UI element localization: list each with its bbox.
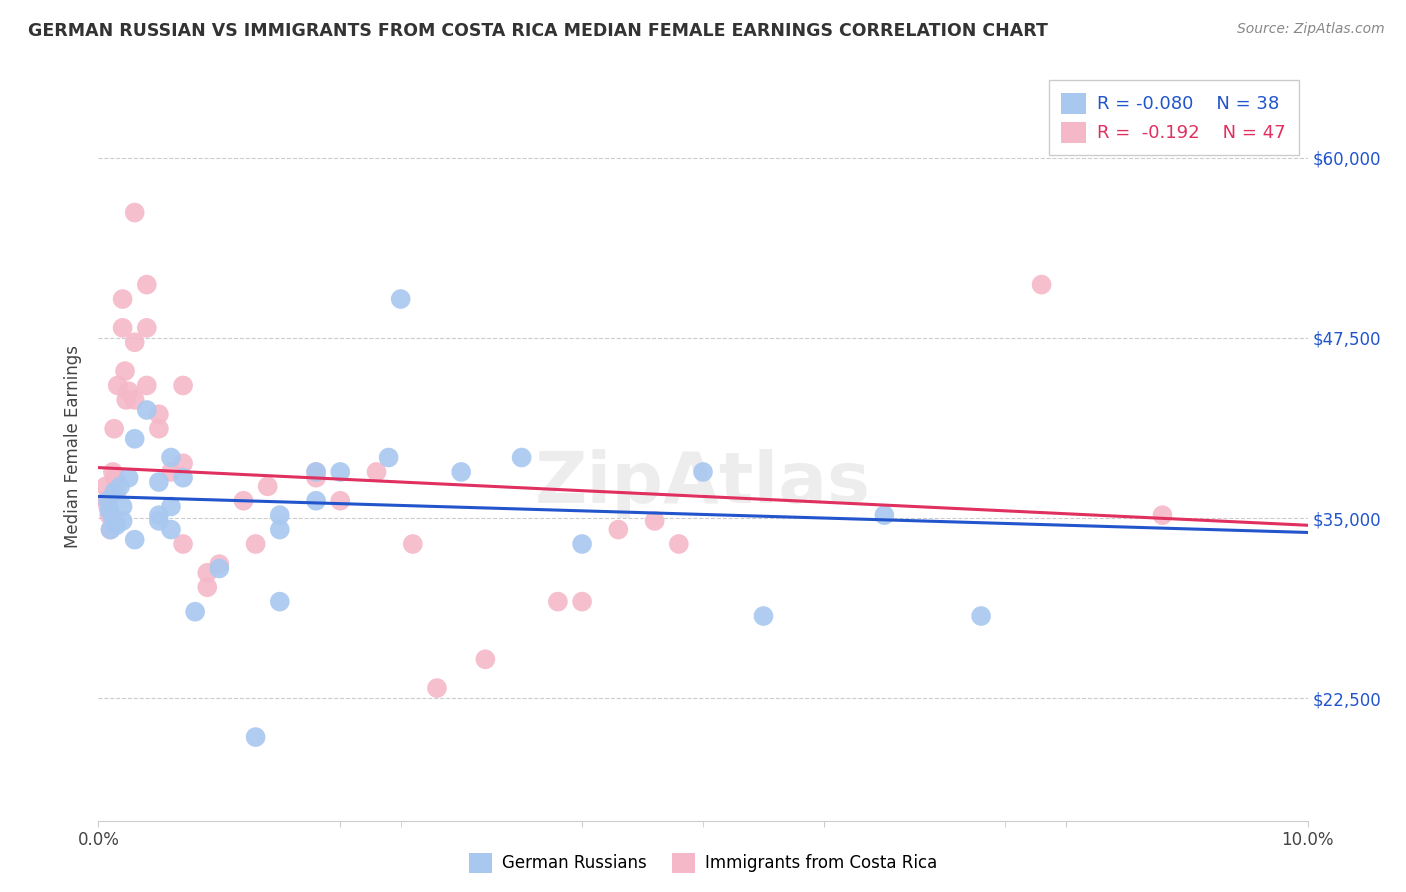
Point <box>160 500 183 514</box>
Point <box>208 557 231 571</box>
Point <box>269 523 291 537</box>
Point <box>547 594 569 608</box>
Point <box>571 594 593 608</box>
Point <box>195 580 218 594</box>
Legend: R = -0.080    N = 38, R =  -0.192    N = 47: R = -0.080 N = 38, R = -0.192 N = 47 <box>1049 80 1299 155</box>
Point <box>172 537 194 551</box>
Point <box>474 652 496 666</box>
Point <box>426 681 449 695</box>
Point <box>124 392 146 407</box>
Point <box>195 566 218 580</box>
Point <box>366 465 388 479</box>
Point <box>114 364 136 378</box>
Point <box>111 321 134 335</box>
Point <box>160 523 183 537</box>
Text: GERMAN RUSSIAN VS IMMIGRANTS FROM COSTA RICA MEDIAN FEMALE EARNINGS CORRELATION : GERMAN RUSSIAN VS IMMIGRANTS FROM COSTA … <box>28 22 1047 40</box>
Point <box>245 537 267 551</box>
Point <box>97 500 120 514</box>
Text: Source: ZipAtlas.com: Source: ZipAtlas.com <box>1237 22 1385 37</box>
Point <box>124 335 146 350</box>
Point <box>970 609 993 624</box>
Point <box>402 537 425 551</box>
Point <box>172 378 194 392</box>
Point <box>172 456 194 470</box>
Point <box>172 471 194 485</box>
Point <box>135 378 157 392</box>
Point <box>450 465 472 479</box>
Point <box>100 523 122 537</box>
Point <box>94 479 117 493</box>
Point <box>105 518 128 533</box>
Point <box>118 471 141 485</box>
Point <box>644 514 666 528</box>
Point <box>96 493 118 508</box>
Point <box>101 511 124 525</box>
Point <box>124 432 146 446</box>
Point <box>148 508 170 523</box>
Point <box>329 493 352 508</box>
Point <box>124 205 146 219</box>
Point <box>873 508 896 523</box>
Point <box>607 523 630 537</box>
Point <box>377 450 399 465</box>
Point <box>510 450 533 465</box>
Point <box>97 493 120 508</box>
Point <box>269 594 291 608</box>
Point <box>101 465 124 479</box>
Point <box>103 485 125 500</box>
Point <box>104 471 127 485</box>
Point <box>184 605 207 619</box>
Point <box>389 292 412 306</box>
Y-axis label: Median Female Earnings: Median Female Earnings <box>65 344 83 548</box>
Point <box>103 422 125 436</box>
Point <box>305 493 328 508</box>
Point <box>329 465 352 479</box>
Point <box>111 514 134 528</box>
Point <box>232 493 254 508</box>
Point <box>118 384 141 399</box>
Point <box>692 465 714 479</box>
Point <box>115 392 138 407</box>
Point <box>668 537 690 551</box>
Point <box>245 730 267 744</box>
Point <box>98 504 121 518</box>
Point <box>1031 277 1053 292</box>
Point <box>160 450 183 465</box>
Point <box>208 561 231 575</box>
Point <box>135 277 157 292</box>
Point <box>135 321 157 335</box>
Point <box>135 403 157 417</box>
Point <box>305 465 328 479</box>
Point <box>111 292 134 306</box>
Text: ZipAtlas: ZipAtlas <box>536 449 870 518</box>
Point <box>148 475 170 489</box>
Point <box>148 422 170 436</box>
Point <box>107 378 129 392</box>
Point <box>108 479 131 493</box>
Point <box>100 523 122 537</box>
Point <box>111 500 134 514</box>
Point <box>124 533 146 547</box>
Point <box>256 479 278 493</box>
Point <box>752 609 775 624</box>
Point <box>148 407 170 421</box>
Point <box>269 508 291 523</box>
Point <box>148 514 170 528</box>
Legend: German Russians, Immigrants from Costa Rica: German Russians, Immigrants from Costa R… <box>463 847 943 880</box>
Point <box>305 471 328 485</box>
Point <box>305 465 328 479</box>
Point <box>98 508 121 523</box>
Point <box>571 537 593 551</box>
Point <box>160 465 183 479</box>
Point <box>105 485 128 500</box>
Point <box>1152 508 1174 523</box>
